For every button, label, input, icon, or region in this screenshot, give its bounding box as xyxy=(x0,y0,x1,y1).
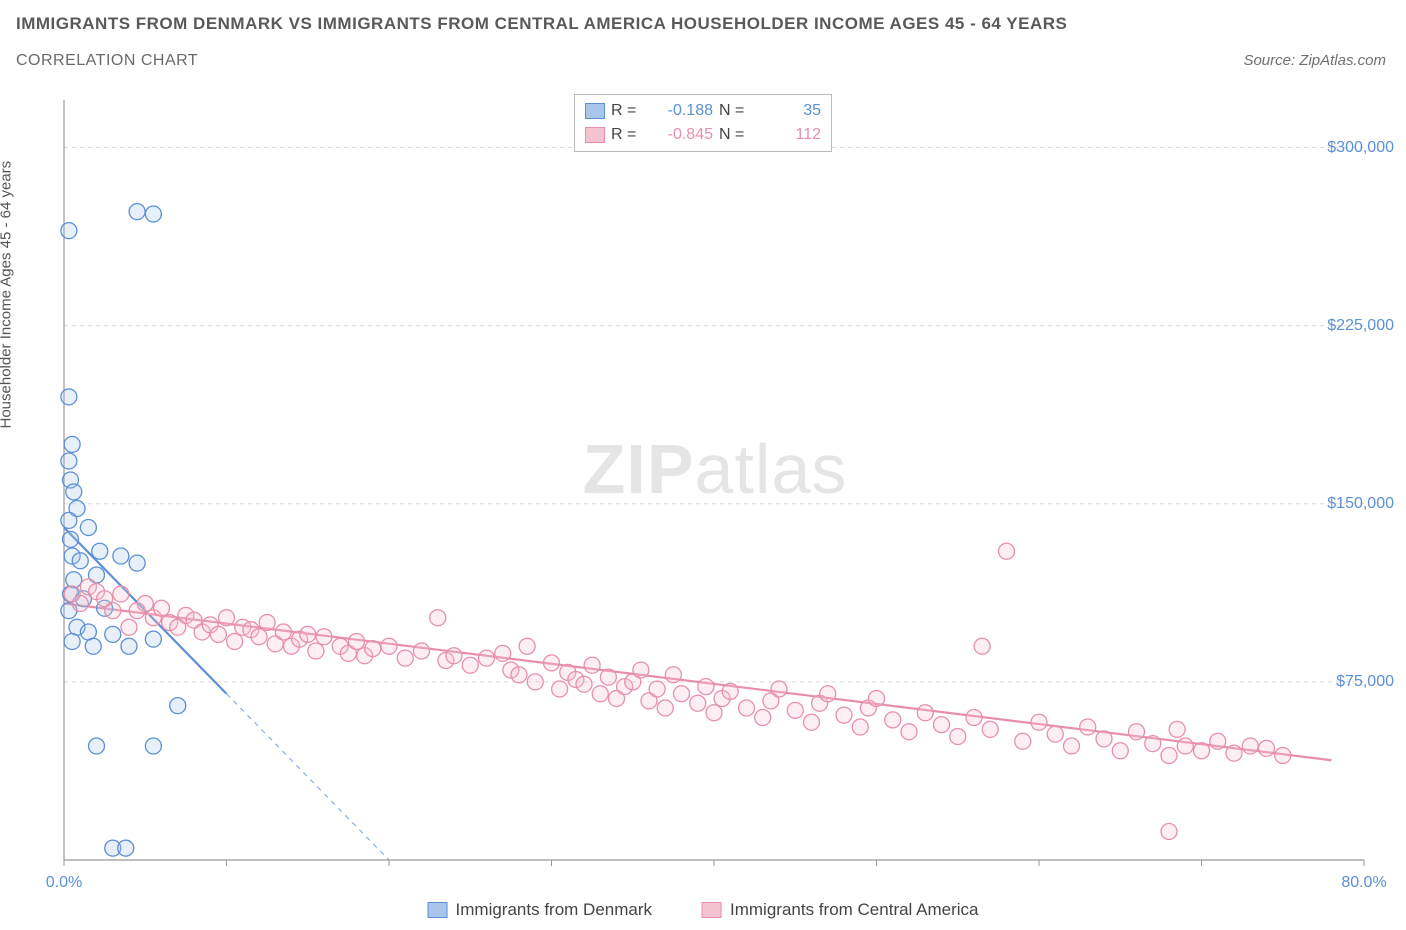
y-tick-label: $225,000 xyxy=(1327,317,1394,335)
series-legend: Immigrants from Denmark Immigrants from … xyxy=(428,900,979,920)
y-tick-label: $75,000 xyxy=(1336,673,1394,691)
chart-subtitle: CORRELATION CHART xyxy=(16,52,198,70)
source-attribution: Source: ZipAtlas.com xyxy=(1243,52,1386,69)
swatch-central-america xyxy=(702,902,722,918)
chart-area: ZIPatlas xyxy=(42,90,1388,880)
r-label: R = xyxy=(611,102,645,120)
swatch-denmark xyxy=(585,103,605,119)
y-axis-label: Householder Income Ages 45 - 64 years xyxy=(0,161,15,429)
n-label: N = xyxy=(719,102,753,120)
swatch-denmark xyxy=(428,902,448,918)
legend-item-denmark: Immigrants from Denmark xyxy=(428,900,652,920)
x-tick-label: 0.0% xyxy=(46,874,82,892)
legend-item-central-america: Immigrants from Central America xyxy=(702,900,978,920)
r-label: R = xyxy=(611,126,645,144)
n-value-denmark: 35 xyxy=(759,102,821,120)
n-value-central-america: 112 xyxy=(759,126,821,144)
r-value-denmark: -0.188 xyxy=(651,102,713,120)
swatch-central-america xyxy=(585,127,605,143)
y-tick-label: $150,000 xyxy=(1327,495,1394,513)
legend-label-denmark: Immigrants from Denmark xyxy=(456,900,652,920)
scatter-plot-svg xyxy=(42,90,1388,880)
legend-row-denmark: R = -0.188 N = 35 xyxy=(585,99,821,123)
y-tick-label: $300,000 xyxy=(1327,139,1394,157)
legend-label-central-america: Immigrants from Central America xyxy=(730,900,978,920)
chart-title: IMMIGRANTS FROM DENMARK VS IMMIGRANTS FR… xyxy=(16,14,1067,34)
legend-row-central-america: R = -0.845 N = 112 xyxy=(585,123,821,147)
r-value-central-america: -0.845 xyxy=(651,126,713,144)
n-label: N = xyxy=(719,126,753,144)
correlation-legend: R = -0.188 N = 35 R = -0.845 N = 112 xyxy=(574,94,832,152)
x-tick-label: 80.0% xyxy=(1341,874,1386,892)
